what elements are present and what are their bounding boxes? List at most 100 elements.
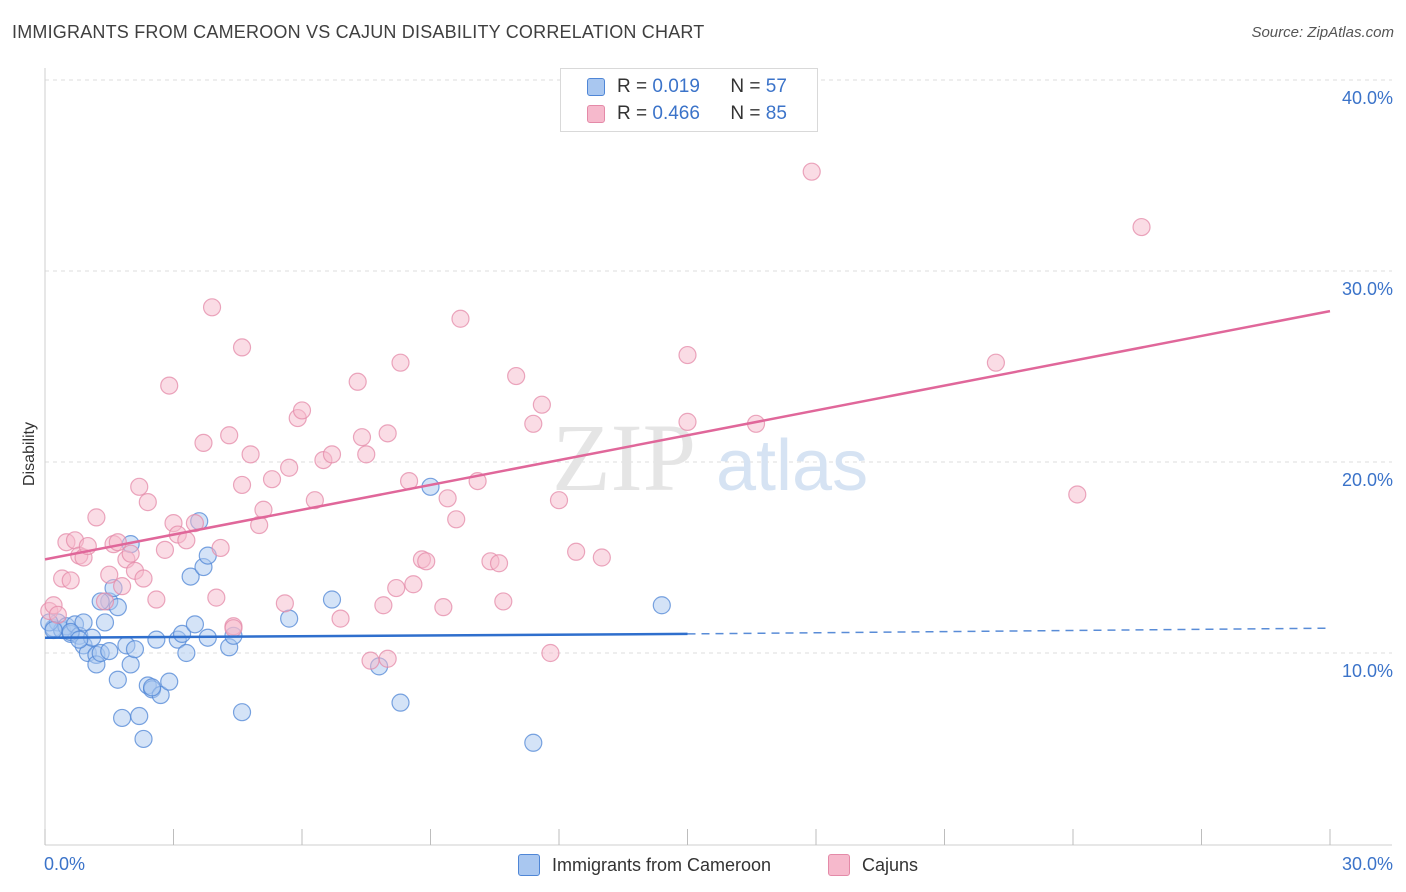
cajun-point bbox=[489, 554, 509, 573]
cajun-point bbox=[292, 401, 312, 420]
cajun-point bbox=[48, 605, 67, 624]
cajun-point bbox=[507, 366, 526, 386]
cameroon-point bbox=[142, 678, 162, 697]
x-tick-label: 0.0% bbox=[44, 854, 85, 874]
cajun-point bbox=[1132, 217, 1151, 237]
cameroon-point bbox=[322, 590, 342, 609]
cajun-point bbox=[374, 596, 393, 615]
cajun-point bbox=[207, 588, 226, 607]
cameroon-point bbox=[70, 630, 89, 649]
cajun-point bbox=[194, 433, 213, 452]
cajun-point bbox=[434, 598, 453, 617]
cajun-point bbox=[802, 162, 821, 181]
cajun-point bbox=[549, 491, 569, 510]
cajun-point bbox=[262, 470, 282, 489]
cajun-point bbox=[322, 445, 342, 464]
cajun-point bbox=[87, 508, 106, 527]
cameroon-point bbox=[391, 693, 410, 712]
cajun-point bbox=[447, 510, 466, 529]
y-tick-label: 30.0% bbox=[1342, 279, 1393, 299]
cajun-point bbox=[378, 424, 397, 443]
cajun-point bbox=[100, 565, 119, 584]
cajun-point bbox=[147, 590, 166, 609]
cajun-point bbox=[275, 594, 294, 613]
cajun-point bbox=[155, 540, 175, 559]
cameroon-trend-extension bbox=[687, 627, 1331, 635]
cajun-point bbox=[391, 353, 410, 372]
chart-title: IMMIGRANTS FROM CAMEROON VS CAJUN DISABI… bbox=[12, 22, 705, 42]
legend-r-value: 0.466 bbox=[652, 103, 700, 124]
cajun-point bbox=[361, 651, 380, 670]
cameroon-point bbox=[108, 670, 127, 689]
cajun-point bbox=[95, 592, 115, 611]
cameroon-point bbox=[524, 733, 543, 752]
cameroon-point bbox=[280, 609, 299, 628]
cameroon-point bbox=[44, 620, 63, 640]
cajun-point bbox=[211, 538, 230, 558]
cajun-point bbox=[451, 309, 470, 328]
cajun-point bbox=[134, 569, 153, 588]
cajun-point bbox=[331, 609, 350, 628]
cameroon-point bbox=[232, 703, 252, 722]
grid-layer bbox=[45, 79, 1392, 654]
legend-r-value: 0.019 bbox=[652, 76, 700, 97]
cajun-point bbox=[986, 353, 1006, 372]
axis-layer bbox=[44, 68, 1392, 846]
cajun-point bbox=[404, 575, 423, 594]
chart-source: Source: ZipAtlas.com bbox=[1251, 24, 1394, 41]
cajun-point bbox=[541, 643, 560, 663]
cajun-point bbox=[532, 395, 551, 414]
cameroon-trend-line bbox=[44, 632, 688, 639]
bottom-legend-swatch-pink bbox=[828, 854, 850, 876]
bottom-legend-label: Immigrants from Cameroon bbox=[552, 854, 772, 875]
legend-swatch-pink bbox=[587, 105, 605, 123]
cameroon-point bbox=[181, 567, 200, 586]
bottom-legend-label: Cajuns bbox=[862, 854, 919, 875]
legend-r-label: R = bbox=[617, 103, 653, 124]
cajun-point bbox=[378, 649, 397, 668]
legend-n-label: N = bbox=[730, 76, 766, 97]
cajun-point bbox=[567, 542, 586, 561]
cajun-point bbox=[130, 477, 149, 496]
bottom-legend-swatch-blue bbox=[518, 854, 540, 876]
legend-n-value: 85 bbox=[765, 103, 787, 124]
cajun-point bbox=[202, 298, 222, 317]
x-tick-label: 30.0% bbox=[1342, 854, 1393, 874]
legend-row-cajuns: R = 0.466 N = 85 bbox=[587, 102, 787, 126]
y-tick-label: 20.0% bbox=[1342, 470, 1393, 490]
y-tick-label: 10.0% bbox=[1342, 661, 1393, 681]
cajun-point bbox=[678, 345, 697, 365]
cameroon-point bbox=[177, 643, 196, 663]
bottom-legend-cameroon[interactable]: Immigrants from Cameroon bbox=[518, 852, 771, 878]
cajun-point bbox=[280, 458, 299, 477]
legend-row-cameroon: R = 0.019 N = 57 bbox=[587, 75, 787, 99]
cameroon-point bbox=[74, 613, 93, 632]
cajun-point bbox=[592, 548, 611, 567]
legend-swatch-blue bbox=[587, 78, 605, 96]
tick-label-layer: 10.0% 20.0% 30.0% 40.0% 0.0% 30.0% bbox=[44, 88, 1393, 874]
cajun-point bbox=[232, 475, 252, 495]
cameroon-point bbox=[147, 630, 166, 649]
bottom-legend-cajuns[interactable]: Cajuns bbox=[828, 852, 918, 878]
legend-n-value: 57 bbox=[765, 76, 787, 97]
cameroon-point bbox=[130, 706, 149, 726]
cajun-point bbox=[387, 578, 406, 598]
cameroon-point bbox=[160, 672, 179, 691]
cajun-point bbox=[524, 414, 543, 433]
cajun-point bbox=[232, 338, 252, 357]
legend-n-label: N = bbox=[730, 103, 766, 124]
cajun-point bbox=[1068, 485, 1087, 504]
cajun-point bbox=[61, 571, 80, 590]
trend-layer bbox=[44, 309, 1331, 639]
cajun-point bbox=[417, 552, 436, 571]
cajun-point bbox=[494, 592, 513, 611]
cajun-point bbox=[241, 445, 260, 464]
cameroon-point bbox=[134, 729, 153, 749]
cajun-point bbox=[348, 372, 367, 391]
cameroon-point bbox=[652, 596, 671, 615]
cajun-point bbox=[305, 491, 324, 510]
cajun-point bbox=[678, 412, 697, 431]
cajun-point bbox=[112, 577, 132, 596]
points-layer bbox=[40, 162, 1151, 752]
cajun-point bbox=[438, 489, 457, 508]
